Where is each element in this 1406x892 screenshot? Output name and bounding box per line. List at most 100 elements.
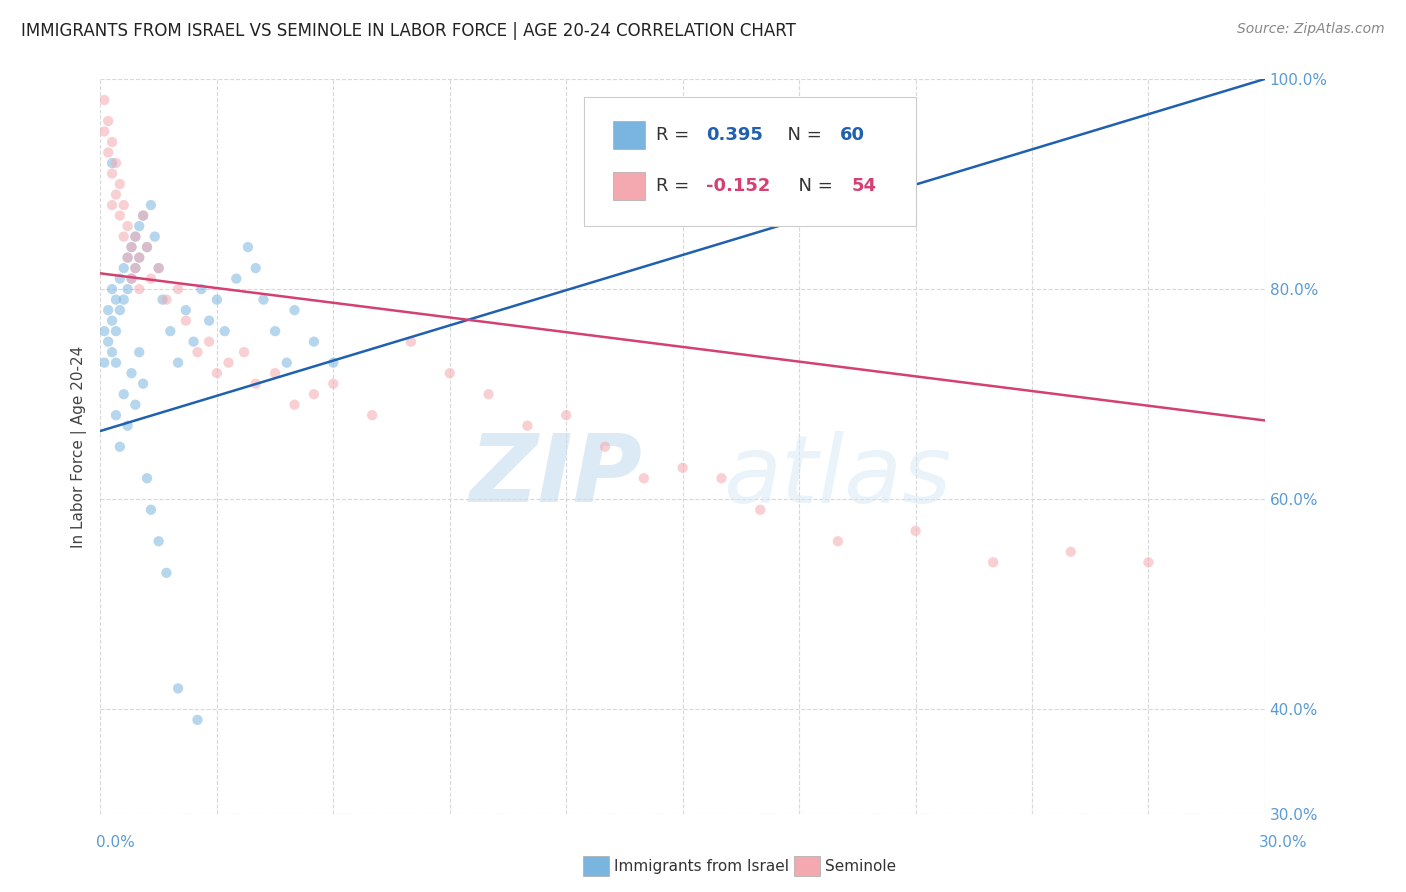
Text: 54: 54	[852, 178, 876, 195]
Point	[283, 303, 305, 318]
Point	[112, 387, 135, 401]
Text: 0.0%: 0.0%	[96, 836, 135, 850]
Point	[904, 524, 927, 538]
Point	[143, 229, 166, 244]
Point	[104, 293, 127, 307]
Point	[136, 240, 159, 254]
Point	[276, 356, 298, 370]
Point	[174, 303, 197, 318]
Point	[593, 440, 616, 454]
Text: N =: N =	[776, 126, 827, 144]
Point	[108, 440, 131, 454]
Point	[108, 303, 131, 318]
Point	[124, 229, 146, 244]
Point	[101, 167, 124, 181]
Point	[124, 229, 146, 244]
Point	[1060, 545, 1083, 559]
Point	[104, 156, 127, 170]
Point	[104, 356, 127, 370]
Point	[108, 209, 131, 223]
Text: 60: 60	[839, 126, 865, 144]
Point	[128, 345, 150, 359]
Point	[827, 534, 849, 549]
Point	[183, 334, 205, 349]
Point	[132, 209, 155, 223]
Point	[93, 124, 115, 138]
Point	[225, 271, 247, 285]
Point	[148, 261, 170, 276]
Point	[205, 293, 228, 307]
Point	[516, 418, 538, 433]
Point	[167, 681, 190, 696]
Point	[132, 209, 155, 223]
Point	[139, 271, 162, 285]
Point	[198, 313, 221, 327]
Point	[218, 356, 240, 370]
Point	[124, 398, 146, 412]
Point	[128, 251, 150, 265]
Point	[214, 324, 236, 338]
Point	[112, 229, 135, 244]
Point	[101, 345, 124, 359]
Text: Source: ZipAtlas.com: Source: ZipAtlas.com	[1237, 22, 1385, 37]
Point	[633, 471, 655, 485]
Text: Seminole: Seminole	[825, 859, 897, 873]
Text: 30.0%: 30.0%	[1260, 836, 1308, 850]
Text: 0.395: 0.395	[706, 126, 763, 144]
Point	[104, 408, 127, 422]
Point	[302, 334, 325, 349]
Point	[121, 240, 143, 254]
Point	[252, 293, 274, 307]
Point	[112, 198, 135, 212]
Point	[361, 408, 384, 422]
Y-axis label: In Labor Force | Age 20-24: In Labor Force | Age 20-24	[72, 345, 87, 548]
Point	[555, 408, 578, 422]
Point	[198, 334, 221, 349]
Point	[139, 198, 162, 212]
Point	[139, 502, 162, 516]
Point	[101, 198, 124, 212]
Point	[1137, 555, 1160, 569]
FancyBboxPatch shape	[583, 97, 915, 226]
Point	[124, 261, 146, 276]
Point	[233, 345, 256, 359]
Text: atlas: atlas	[724, 431, 952, 522]
Point	[174, 313, 197, 327]
Point	[121, 271, 143, 285]
Point	[121, 240, 143, 254]
Point	[108, 177, 131, 191]
Point	[104, 324, 127, 338]
Point	[167, 282, 190, 296]
Point	[136, 240, 159, 254]
Point	[710, 471, 733, 485]
Text: IMMIGRANTS FROM ISRAEL VS SEMINOLE IN LABOR FORCE | AGE 20-24 CORRELATION CHART: IMMIGRANTS FROM ISRAEL VS SEMINOLE IN LA…	[21, 22, 796, 40]
Bar	[613, 172, 645, 201]
Point	[245, 376, 267, 391]
Point	[167, 356, 190, 370]
Point	[672, 460, 695, 475]
Point	[97, 334, 120, 349]
Point	[124, 261, 146, 276]
Point	[93, 93, 115, 107]
Point	[236, 240, 259, 254]
Point	[121, 271, 143, 285]
Point	[93, 324, 115, 338]
Point	[302, 387, 325, 401]
Point	[93, 356, 115, 370]
Point	[152, 293, 174, 307]
Point	[97, 303, 120, 318]
Point	[97, 145, 120, 160]
Point	[112, 261, 135, 276]
Point	[112, 293, 135, 307]
Point	[148, 534, 170, 549]
Point	[186, 713, 208, 727]
Point	[128, 282, 150, 296]
Point	[399, 334, 422, 349]
Point	[186, 345, 208, 359]
Point	[264, 366, 287, 380]
Point	[439, 366, 461, 380]
Text: N =: N =	[787, 178, 839, 195]
Point	[477, 387, 499, 401]
Text: R =: R =	[655, 126, 695, 144]
Point	[117, 282, 139, 296]
